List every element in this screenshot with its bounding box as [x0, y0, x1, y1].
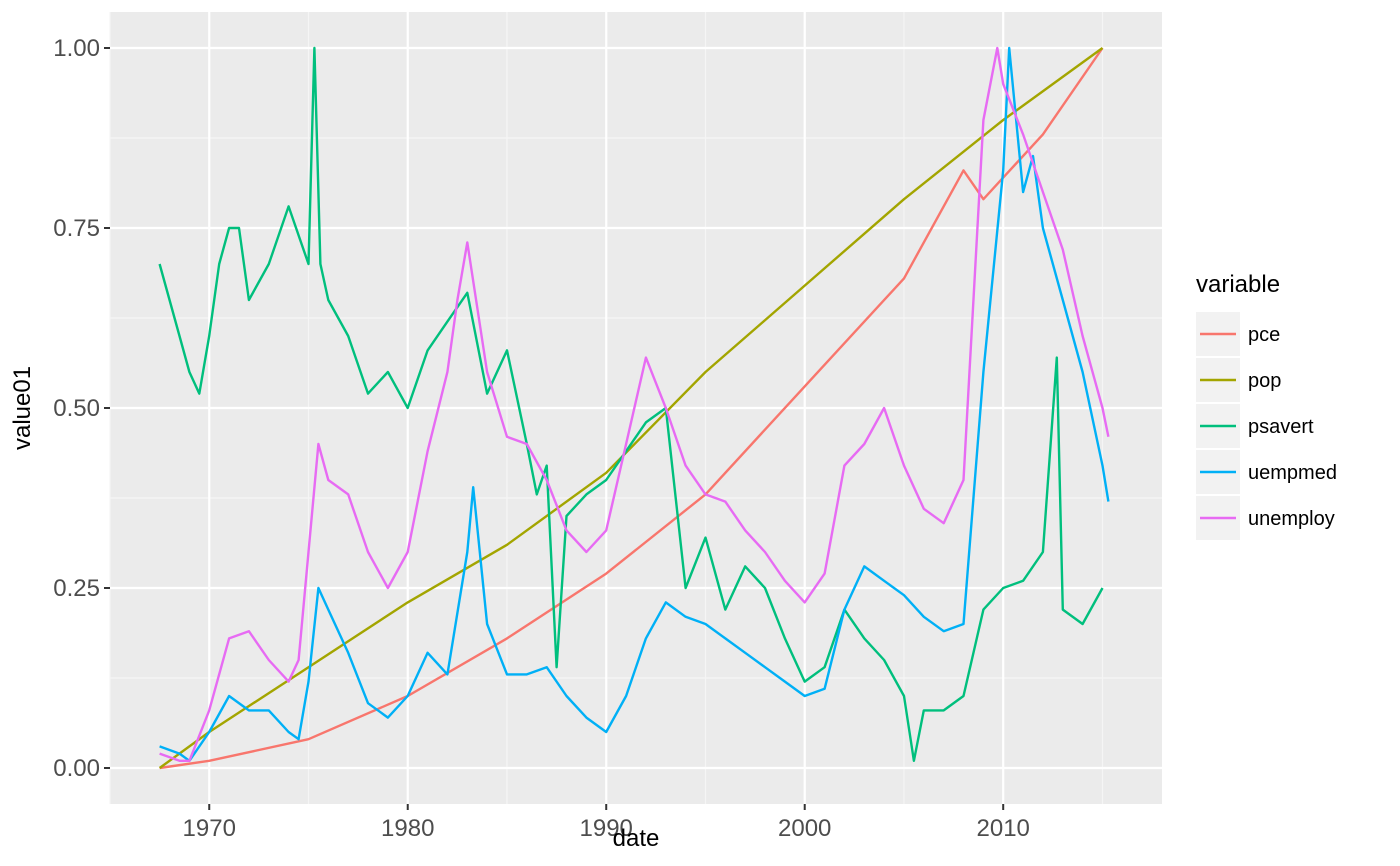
y-tick-label: 0.25 — [53, 575, 100, 602]
x-tick-label: 2000 — [778, 815, 831, 842]
gridlines — [109, 12, 1162, 804]
x-tick-label: 1990 — [580, 815, 633, 842]
x-tick-label: 2010 — [977, 815, 1030, 842]
legend-label-unemploy: unemploy — [1248, 508, 1335, 530]
x-axis-title: date — [613, 825, 660, 852]
series-line-pop — [158, 47, 1104, 769]
legend-label-uempmed: uempmed — [1248, 462, 1337, 484]
axis-ticks: 1970 1980 1990 2000 2010 0.00 0.25 0.50 0.75 1.00 — [53, 35, 1030, 842]
legend-label-pop: pop — [1248, 370, 1281, 392]
series-lines — [158, 46, 1110, 770]
legend-label-psavert: psavert — [1248, 416, 1314, 438]
series-line-pce — [159, 47, 1104, 770]
y-tick-label: 0.50 — [53, 395, 100, 422]
series-line-uempmed — [159, 46, 1110, 762]
legend-title: variable — [1196, 271, 1280, 298]
y-axis-title: value01 — [9, 366, 36, 450]
series-line-psavert — [158, 46, 1104, 762]
legend-label-pce: pce — [1248, 324, 1280, 346]
y-tick-label: 1.00 — [53, 35, 100, 62]
y-tick-label: 0.75 — [53, 215, 100, 242]
legend: variable pce pop psavert uempmed unemploy — [1196, 271, 1337, 540]
x-tick-label: 1980 — [381, 815, 434, 842]
x-tick-label: 1970 — [183, 815, 236, 842]
y-tick-label: 0.00 — [53, 755, 100, 782]
series-line-unemploy — [159, 46, 1110, 762]
